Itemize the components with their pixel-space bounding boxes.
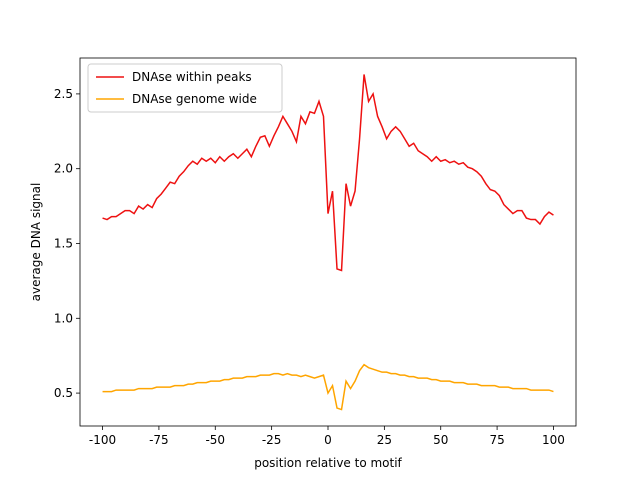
axes-frame — [79, 57, 577, 427]
x-tick-label: 75 — [489, 433, 504, 447]
x-tick-label: -50 — [205, 433, 225, 447]
x-tick-label: -100 — [89, 433, 116, 447]
data-line — [102, 74, 554, 272]
y-tick-label: 2.5 — [54, 87, 73, 101]
data-line — [102, 363, 554, 411]
y-tick-label: 1.0 — [54, 311, 73, 325]
x-tick-label: 100 — [542, 433, 565, 447]
x-tick-label: -25 — [262, 433, 282, 447]
y-axis-label: average DNA signal — [29, 183, 43, 302]
x-tick-label: 25 — [377, 433, 392, 447]
y-tick-label: 2.0 — [54, 162, 73, 176]
legend-box — [87, 63, 283, 113]
legend-label: DNAse genome wide — [132, 92, 257, 106]
x-tick-label: 0 — [324, 433, 332, 447]
x-tick-label: 50 — [433, 433, 448, 447]
y-tick-label: 1.5 — [54, 236, 73, 250]
y-tick-label: 0.5 — [54, 386, 73, 400]
legend-label: DNAse within peaks — [132, 70, 252, 84]
x-axis-label: position relative to motif — [254, 456, 402, 470]
x-tick-label: -75 — [149, 433, 169, 447]
